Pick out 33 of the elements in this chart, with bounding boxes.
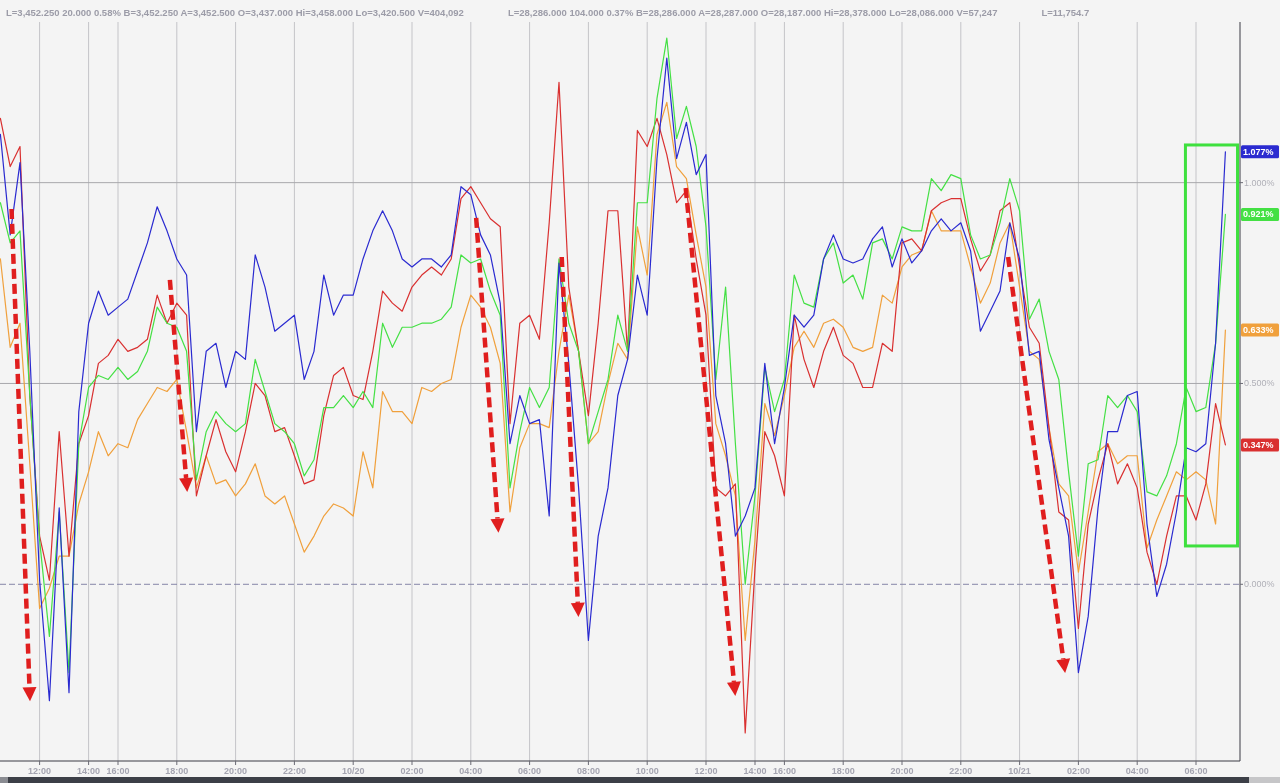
x-tick-label: 16:00: [106, 766, 130, 776]
x-tick-label: 10/20: [341, 766, 365, 776]
x-tick-label: 22:00: [949, 766, 973, 776]
x-tick-label: 04:00: [459, 766, 483, 776]
annotation: 1.077%: [1243, 146, 1274, 157]
text: L=28,286.000 104.000 0.37% B=28,286.000 A=28,287.000 O=28,187.000 Hi=28,378.000 Lo=28,086.000 V=57,247: [507, 6, 998, 18]
line-series: [0, 101, 1226, 642]
text: L=3,452.250 20.000 0.58% B=3,452.250 A=3,452.500 O=3,437.000 Hi=3,458.000 Lo=3,420.500 V=404,092: [6, 6, 464, 18]
x-tick-label: 16:00: [772, 766, 796, 776]
annotation: 0.347%: [1243, 439, 1274, 450]
x-tick-label: 10/21: [1008, 766, 1031, 776]
x-tick-label: 06:00: [1184, 766, 1208, 776]
x-tick-label: 14:00: [743, 766, 767, 776]
x-tick-label: 06:00: [518, 766, 542, 776]
x-tick-label: 14:00: [77, 766, 101, 776]
x-tick-label: 04:00: [1125, 766, 1149, 776]
annotation: 0.633%: [1243, 325, 1274, 336]
x-tick-label: 12:00: [694, 766, 718, 776]
annotation: 0.921%: [1243, 209, 1274, 220]
x-tick-label: 10:00: [635, 766, 659, 776]
x-tick-label: 08:00: [576, 766, 600, 776]
text: L=11,754.7: [1041, 6, 1090, 18]
x-tick-label: 20:00: [890, 766, 914, 776]
x-tick-label: 18:00: [165, 766, 189, 776]
x-tick-label: 02:00: [1066, 766, 1090, 776]
x-tick-label: 02:00: [400, 766, 424, 776]
x-tick-label: 12:00: [28, 766, 52, 776]
y-tick-label: 0.000%: [1244, 579, 1275, 590]
x-tick-label: 20:00: [224, 766, 248, 776]
y-tick-label: 1.000%: [1244, 177, 1275, 188]
y-tick-label: 0.500%: [1244, 378, 1275, 389]
x-tick-label: 22:00: [282, 766, 306, 776]
x-tick-label: 18:00: [831, 766, 855, 776]
